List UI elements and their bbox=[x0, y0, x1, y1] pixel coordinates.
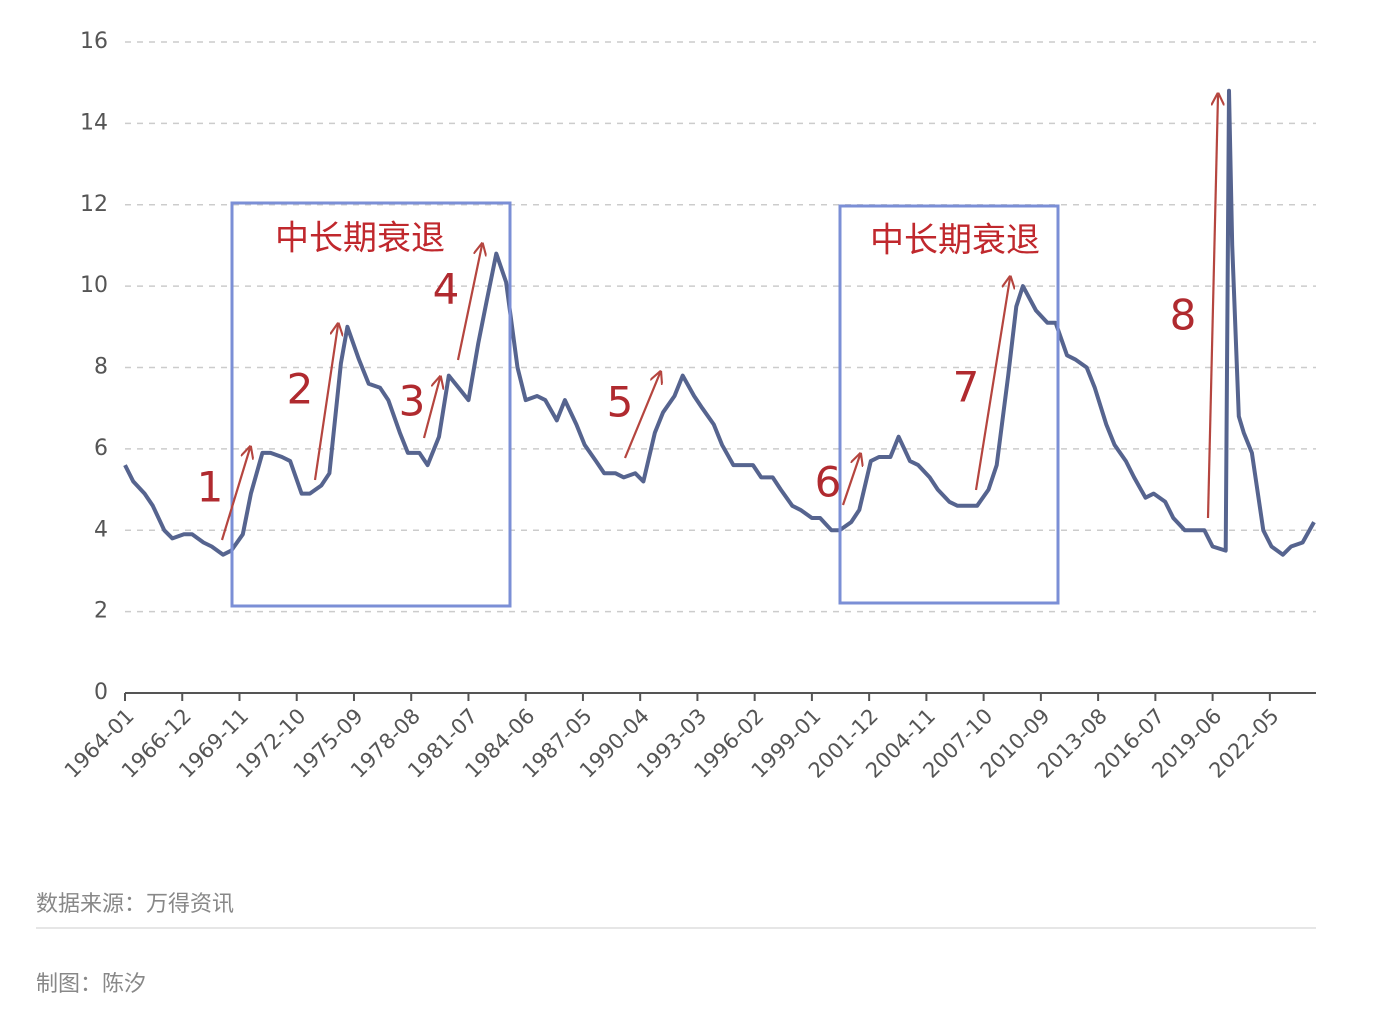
arrow-label: 4 bbox=[433, 265, 460, 314]
y-tick-label: 14 bbox=[80, 110, 108, 135]
arrow bbox=[1206, 95, 1218, 519]
y-tick-label: 10 bbox=[80, 273, 108, 298]
arrow-label: 7 bbox=[953, 363, 980, 412]
credit: 制图：陈汐 bbox=[36, 972, 146, 997]
recession-box bbox=[230, 201, 512, 608]
source: 数据来源：万得资讯 bbox=[36, 892, 234, 917]
arrow bbox=[623, 373, 660, 459]
arrow-label: 8 bbox=[1170, 291, 1197, 340]
arrow bbox=[974, 278, 1010, 491]
recession-box bbox=[838, 204, 1060, 605]
y-tick-label: 0 bbox=[94, 680, 108, 705]
y-tick-label: 4 bbox=[94, 517, 108, 542]
arrow bbox=[456, 245, 482, 361]
arrow-label: 5 bbox=[607, 378, 634, 427]
box-label: 中长期衰退 bbox=[870, 221, 1040, 261]
arrow bbox=[220, 448, 250, 541]
y-tick-label: 12 bbox=[80, 192, 108, 217]
arrow bbox=[313, 325, 338, 481]
arrow-label: 3 bbox=[399, 377, 426, 426]
y-tick-label: 16 bbox=[80, 29, 108, 54]
arrow bbox=[422, 378, 440, 439]
arrow bbox=[841, 455, 860, 506]
y-tick-label: 6 bbox=[94, 436, 108, 461]
arrow-label: 1 bbox=[197, 463, 224, 512]
y-tick-label: 8 bbox=[94, 355, 108, 380]
data-line bbox=[123, 88, 1316, 557]
arrow-label: 2 bbox=[287, 365, 314, 414]
y-tick-label: 2 bbox=[94, 599, 108, 624]
arrow-label: 6 bbox=[815, 458, 842, 507]
box-label: 中长期衰退 bbox=[275, 219, 445, 259]
